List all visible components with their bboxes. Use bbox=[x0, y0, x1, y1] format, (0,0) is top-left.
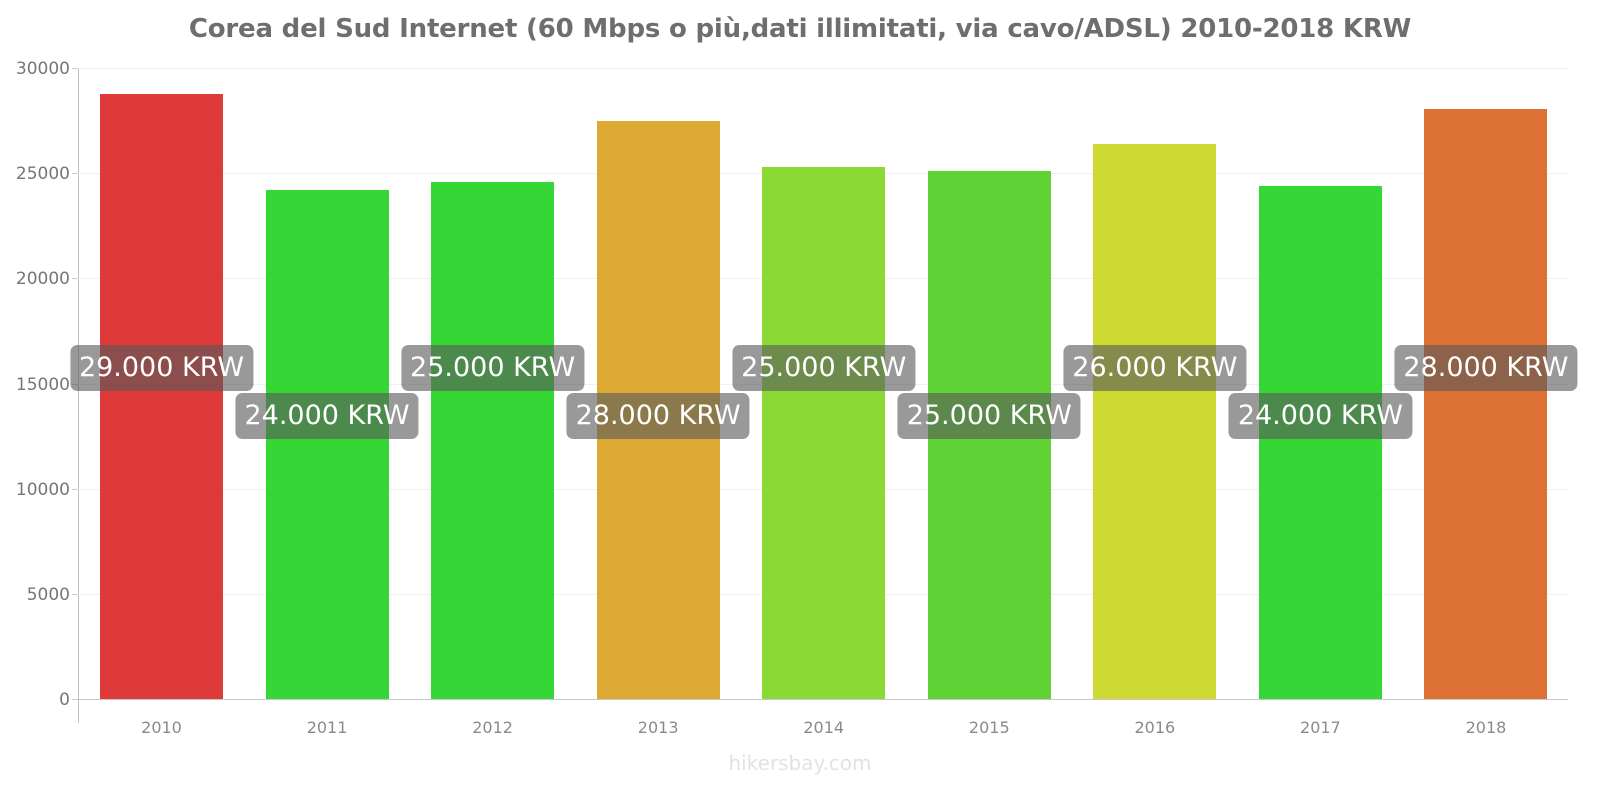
y-axis-tick-label: 15000 bbox=[15, 374, 70, 395]
x-axis-tick-label: 2013 bbox=[637, 718, 679, 737]
x-axis-tick-label: 2011 bbox=[306, 718, 348, 737]
y-axis-tick-label: 10000 bbox=[15, 479, 70, 500]
plot-area: 0 5000 10000 15000 20000 25000 30000 2010 2011 2… bbox=[16, 59, 1578, 737]
chart-title: Corea del Sud Internet (60 Mbps o più,da… bbox=[188, 14, 1412, 44]
x-axis-tick-label: 2018 bbox=[1465, 718, 1507, 737]
bar-value-label: 25.000 KRW bbox=[401, 345, 585, 391]
x-axis-tick-label: 2012 bbox=[472, 718, 513, 737]
y-axis-line bbox=[78, 68, 79, 723]
x-axis-tick-label: 2015 bbox=[968, 718, 1010, 737]
bar[interactable] bbox=[1093, 143, 1217, 699]
bar-value-label: 28.000 KRW bbox=[566, 393, 750, 439]
gridline bbox=[78, 699, 1568, 700]
bar[interactable] bbox=[762, 166, 886, 699]
gridline bbox=[78, 68, 1568, 69]
bar[interactable] bbox=[1258, 185, 1382, 699]
bar-value-label: 24.000 KRW bbox=[1228, 393, 1412, 439]
bar[interactable] bbox=[1424, 109, 1548, 699]
x-axis-tick-label: 2017 bbox=[1300, 718, 1341, 737]
bar-value-label: 25.000 KRW bbox=[897, 393, 1081, 439]
y-tick-mark bbox=[72, 173, 78, 175]
bar[interactable] bbox=[265, 190, 389, 699]
y-axis-tick-label: 25000 bbox=[15, 164, 70, 185]
bar-value-label: 24.000 KRW bbox=[235, 393, 419, 439]
bar-value-label: 29.000 KRW bbox=[69, 345, 254, 391]
bar-value-label: 25.000 KRW bbox=[732, 345, 916, 391]
x-axis-tick-label: 2010 bbox=[141, 718, 182, 737]
watermark: hikersbay.com bbox=[728, 751, 872, 775]
bar[interactable] bbox=[100, 94, 223, 699]
y-tick-mark bbox=[72, 593, 78, 595]
x-axis-tick-label: 2014 bbox=[803, 718, 845, 737]
bar-value-label: 26.000 KRW bbox=[1063, 345, 1247, 391]
bar-value-label: 28.000 KRW bbox=[1394, 345, 1578, 391]
bar[interactable] bbox=[431, 181, 555, 699]
y-axis-tick-label: 20000 bbox=[15, 269, 70, 290]
y-axis-tick-label: 30000 bbox=[15, 59, 70, 79]
y-tick-mark bbox=[72, 68, 78, 69]
y-tick-mark bbox=[72, 488, 78, 490]
x-axis-tick-label: 2016 bbox=[1134, 718, 1176, 737]
y-tick-mark bbox=[72, 278, 78, 280]
y-axis-tick-label: 0 bbox=[59, 690, 70, 710]
y-tick-mark bbox=[72, 699, 78, 700]
y-axis-tick-label: 5000 bbox=[26, 584, 70, 605]
